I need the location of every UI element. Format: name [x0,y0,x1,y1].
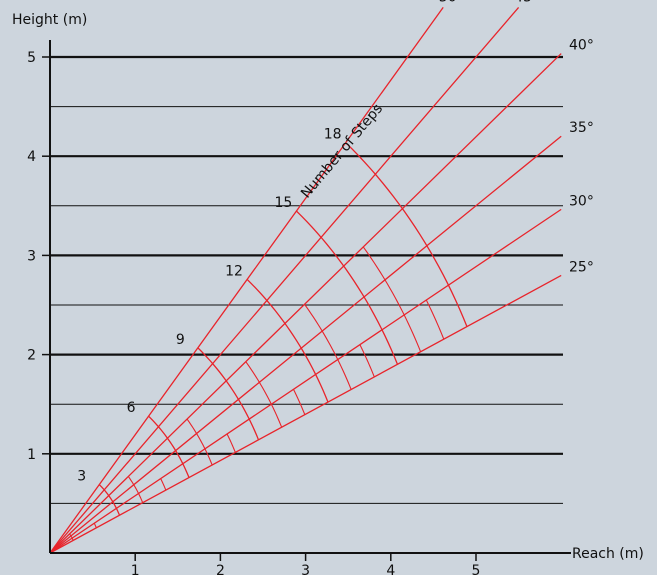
step-arc-3 [98,484,121,516]
step-label-6: 6 [127,400,136,416]
step-label-18: 18 [324,127,342,143]
step-label-12: 12 [225,263,243,279]
y-axis-label: Height (m) [12,12,87,28]
step-sub-arc [362,246,422,352]
axes [42,40,571,561]
step-arcs [69,142,468,541]
angle-label-45: 45° [514,0,539,5]
step-label-9: 9 [176,332,185,348]
x-tick-label: 4 [386,563,395,575]
step-sub-arc [359,344,375,378]
angle-line-40 [49,53,562,554]
angle-line-35 [49,135,562,554]
x-tick-label: 5 [472,563,481,575]
angle-lines [49,6,562,554]
step-sub-arc [226,433,236,453]
x-axis-label: Reach (m) [572,546,644,562]
angle-label-30: 30° [569,193,594,209]
y-tick-label: 1 [27,447,36,463]
angle-line-45 [49,6,520,554]
y-tick-label: 4 [27,149,36,165]
step-arc-15 [295,210,399,365]
angle-label-35: 35° [569,120,594,136]
step-sub-arc [93,523,97,529]
step-arc-12 [246,278,329,403]
angle-label-25: 25° [569,259,594,275]
angle-label-40: 40° [569,38,594,54]
angle-line-50 [49,7,444,554]
step-sub-arc [304,304,352,390]
step-sub-arc [245,361,283,428]
step-sub-arc [127,476,144,503]
angle-line-30 [49,208,562,554]
step-sub-arc [186,418,213,466]
steps-axis-label: Number of Steps [298,101,386,202]
angle-line-25 [49,274,562,554]
x-tick-label: 2 [216,563,225,575]
step-arc-6 [148,415,190,478]
step-sub-arc [69,533,74,541]
step-arc-18 [345,142,468,327]
step-label-3: 3 [77,469,86,485]
step-sub-arc [160,478,167,491]
step-sub-arc [292,389,306,415]
y-tick-label: 3 [27,248,36,264]
x-tick-label: 1 [131,563,140,575]
y-tick-label: 2 [27,348,36,364]
x-tick-label: 3 [301,563,310,575]
angle-label-50: 50° [439,0,464,5]
step-arc-9 [197,347,260,441]
step-sub-arc [425,299,445,340]
step-label-15: 15 [274,195,292,211]
gridlines [50,55,563,504]
y-tick-label: 5 [27,50,36,66]
